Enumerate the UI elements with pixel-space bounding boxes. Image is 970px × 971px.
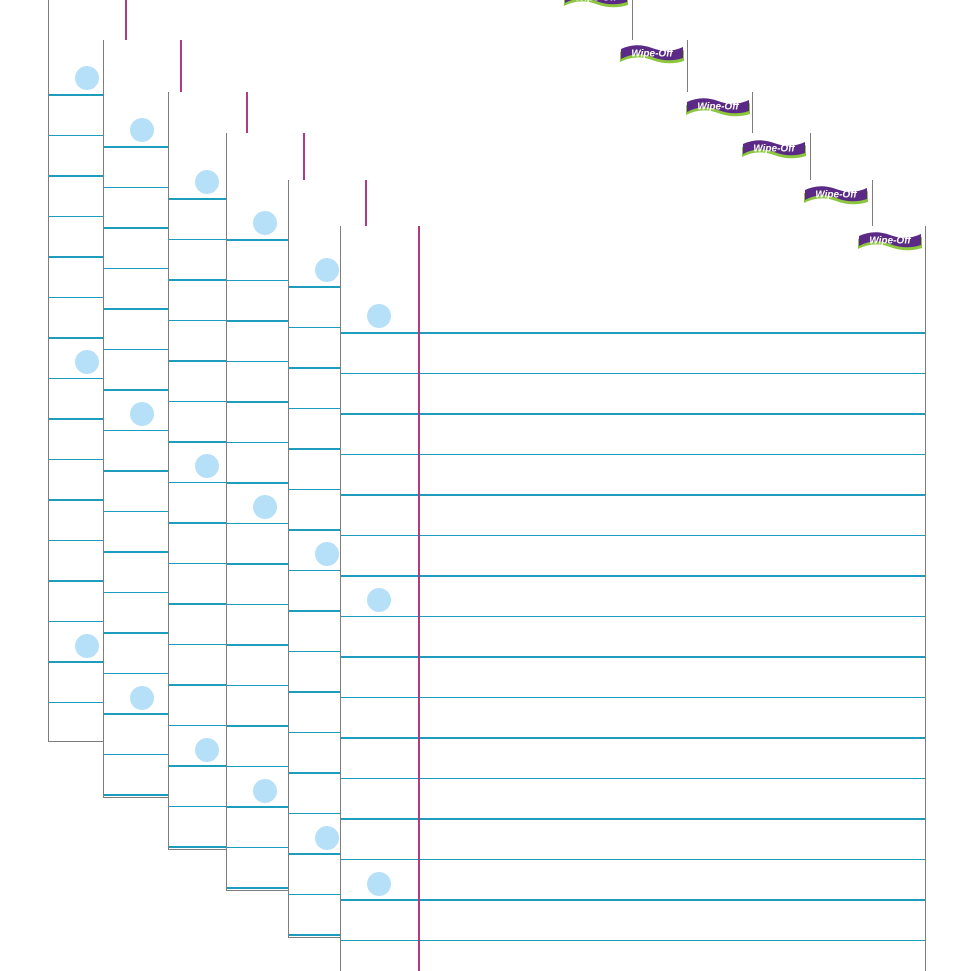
- punch-hole-icon: [315, 258, 339, 282]
- svg-text:Wipe-Off: Wipe-Off: [697, 102, 740, 113]
- rule-line: [341, 372, 925, 374]
- rule-line: [341, 494, 925, 496]
- wipe-off-logo-icon: Wipe-Off: [740, 137, 808, 161]
- punch-hole-icon: [130, 686, 154, 710]
- rule-line: [341, 453, 925, 455]
- rule-line: [341, 737, 925, 739]
- punch-hole-icon: [75, 66, 99, 90]
- rule-line: [341, 777, 925, 779]
- svg-text:Wipe-Off: Wipe-Off: [753, 144, 796, 155]
- margin-line: [418, 226, 420, 971]
- svg-text:Wipe-Off: Wipe-Off: [575, 0, 618, 4]
- rule-line: [341, 656, 925, 658]
- rule-line: [341, 858, 925, 860]
- wipe-off-logo-icon: Wipe-Off: [856, 229, 924, 253]
- rule-line: [341, 696, 925, 698]
- punch-hole-icon: [367, 588, 391, 612]
- svg-text:Wipe-Off: Wipe-Off: [815, 190, 858, 201]
- punch-hole-icon: [367, 872, 391, 896]
- rule-line: [341, 899, 925, 901]
- punch-hole-icon: [195, 738, 219, 762]
- rule-line: [341, 575, 925, 577]
- rule-line: [341, 939, 925, 941]
- punch-hole-icon: [315, 826, 339, 850]
- punch-hole-icon: [75, 634, 99, 658]
- rule-line: [341, 534, 925, 536]
- wipe-off-logo-icon: Wipe-Off: [562, 0, 630, 10]
- punch-hole-icon: [130, 402, 154, 426]
- rule-line: [341, 413, 925, 415]
- punch-hole-icon: [253, 779, 277, 803]
- punch-hole-icon: [367, 304, 391, 328]
- punch-hole-icon: [195, 170, 219, 194]
- punch-hole-icon: [195, 454, 219, 478]
- rule-line: [341, 818, 925, 820]
- svg-text:Wipe-Off: Wipe-Off: [869, 236, 912, 247]
- rule-line: [341, 615, 925, 617]
- wipe-off-logo-icon: Wipe-Off: [618, 42, 686, 66]
- rule-line: [341, 332, 925, 334]
- paper-sheet-6: [340, 226, 926, 971]
- punch-hole-icon: [253, 495, 277, 519]
- svg-text:Wipe-Off: Wipe-Off: [631, 49, 674, 60]
- punch-hole-icon: [315, 542, 339, 566]
- punch-hole-icon: [75, 350, 99, 374]
- wipe-off-logo-icon: Wipe-Off: [684, 95, 752, 119]
- wipe-off-logo-icon: Wipe-Off: [802, 183, 870, 207]
- punch-hole-icon: [130, 118, 154, 142]
- punch-hole-icon: [253, 211, 277, 235]
